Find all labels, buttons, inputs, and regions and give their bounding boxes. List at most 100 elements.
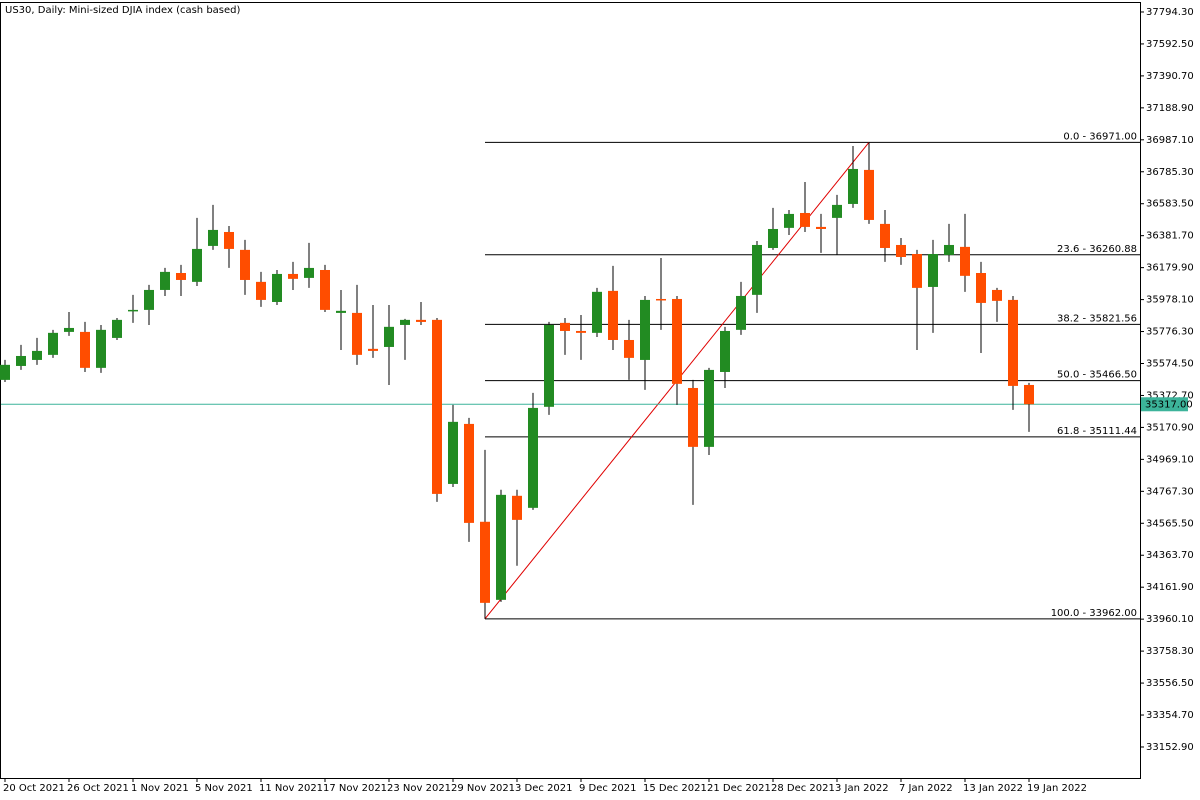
y-tick-label: 35372.70 [1146, 390, 1194, 401]
plot-frame [0, 2, 1141, 779]
candle-body [784, 213, 794, 228]
x-tick-label: 11 Nov 2021 [259, 783, 323, 794]
candle-body [592, 291, 602, 333]
candle-body [560, 322, 570, 331]
x-tick-label: 29 Nov 2021 [451, 783, 515, 794]
candle-body [944, 244, 954, 255]
y-tick-label: 33758.30 [1146, 646, 1194, 657]
y-tick-label: 36381.70 [1146, 231, 1194, 242]
candle-body [736, 295, 746, 330]
candle-body [352, 312, 362, 355]
candle-body [864, 169, 874, 220]
fib-label: 61.8 - 35111.44 [1057, 426, 1137, 437]
candle-body [528, 407, 538, 508]
candle-body [272, 273, 282, 302]
candle-body [512, 495, 522, 520]
candle-body [976, 272, 986, 303]
x-tick-label: 26 Oct 2021 [67, 783, 129, 794]
y-tick-label: 37390.70 [1146, 71, 1194, 82]
y-tick-label: 35170.90 [1146, 422, 1194, 433]
x-tick-label: 3 Jan 2022 [835, 783, 889, 794]
y-tick-label: 35776.30 [1146, 327, 1194, 338]
candle-body [576, 330, 586, 333]
x-tick-label: 15 Dec 2021 [643, 783, 707, 794]
chart-title: US30, Daily: Mini-sized DJIA index (cash… [5, 5, 241, 16]
x-tick-label: 17 Nov 2021 [323, 783, 387, 794]
candle-body [304, 267, 314, 278]
y-tick-label: 36179.90 [1146, 263, 1194, 274]
candle-body [224, 231, 234, 249]
y-tick-label: 36987.10 [1146, 135, 1194, 146]
x-tick-label: 28 Dec 2021 [771, 783, 835, 794]
x-tick-label: 7 Jan 2022 [899, 783, 953, 794]
candle-body [256, 281, 266, 300]
y-tick-label: 34161.90 [1146, 582, 1194, 593]
candle-body [336, 310, 346, 313]
x-tick-label: 21 Dec 2021 [707, 783, 771, 794]
y-tick-label: 37794.30 [1146, 7, 1194, 18]
candle-body [432, 319, 442, 494]
candle-body [320, 269, 330, 310]
y-tick-label: 37592.50 [1146, 39, 1194, 50]
candle-body [688, 387, 698, 447]
candle-body [288, 273, 298, 279]
y-tick-label: 37188.90 [1146, 103, 1194, 114]
y-tick-label: 35574.50 [1146, 359, 1194, 370]
candle-body [128, 309, 138, 312]
candle-body [640, 299, 650, 360]
candle-body [704, 369, 714, 447]
x-tick-label: 20 Oct 2021 [3, 783, 65, 794]
x-tick-label: 3 Dec 2021 [515, 783, 573, 794]
candle-body [608, 290, 618, 340]
last-price-label: 35317.00 [1145, 399, 1193, 410]
candle-body [0, 364, 10, 380]
candle-body [384, 326, 394, 347]
x-tick-label: 19 Jan 2022 [1027, 783, 1087, 794]
candle-body [192, 248, 202, 282]
candle-body [656, 298, 666, 301]
candle-body [32, 350, 42, 360]
candle-body [240, 249, 250, 280]
candle-body [480, 521, 490, 603]
y-tick-label: 34767.30 [1146, 486, 1194, 497]
y-tick-label: 34363.70 [1146, 550, 1194, 561]
x-tick-label: 9 Dec 2021 [579, 783, 637, 794]
y-tick-label: 35978.10 [1146, 295, 1194, 306]
candle-body [16, 355, 26, 366]
candle-body [848, 168, 858, 204]
x-tick-label: 13 Jan 2022 [963, 783, 1023, 794]
y-tick-label: 36583.50 [1146, 199, 1194, 210]
fib-label: 23.6 - 36260.88 [1057, 244, 1137, 255]
candle-body [1008, 299, 1018, 386]
x-tick-label: 5 Nov 2021 [195, 783, 253, 794]
candle-body [48, 332, 58, 355]
fib-label: 0.0 - 36971.00 [1063, 131, 1137, 142]
y-tick-label: 33960.10 [1146, 614, 1194, 625]
candle-body [160, 271, 170, 290]
candle-body [112, 319, 122, 338]
candle-body [400, 319, 410, 325]
candle-body [928, 253, 938, 287]
candle-body [96, 329, 106, 368]
candle-body [832, 204, 842, 218]
y-tick-label: 33152.90 [1146, 742, 1194, 753]
fib-label: 100.0 - 33962.00 [1051, 608, 1137, 619]
y-tick-label: 34565.50 [1146, 518, 1194, 529]
y-tick-label: 36785.30 [1146, 167, 1194, 178]
x-tick-label: 23 Nov 2021 [387, 783, 451, 794]
candle-body [816, 226, 826, 229]
candle-body [672, 298, 682, 384]
candle-body [960, 246, 970, 276]
y-tick-label: 34969.10 [1146, 454, 1194, 465]
fib-label: 50.0 - 35466.50 [1057, 370, 1137, 381]
fib-label: 38.2 - 35821.56 [1057, 313, 1137, 324]
candle-body [208, 229, 218, 246]
candle-body [912, 253, 922, 288]
candle-body [176, 272, 186, 280]
candle-body [624, 339, 634, 358]
candle-body [1024, 384, 1034, 405]
candle-body [64, 327, 74, 332]
y-tick-label: 33556.50 [1146, 678, 1194, 689]
y-tick-label: 33354.70 [1146, 710, 1194, 721]
